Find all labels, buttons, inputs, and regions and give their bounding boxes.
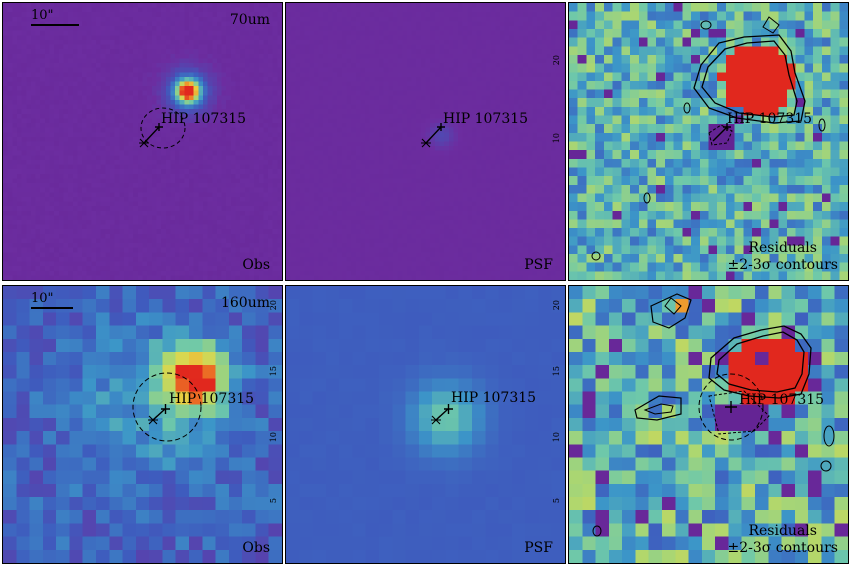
- negative-contour: [708, 124, 733, 146]
- residuals-label-line1: Residuals: [748, 240, 817, 257]
- axis-tick-label: 10: [552, 432, 561, 442]
- residual-contour: [634, 395, 682, 421]
- residuals-label-line2: ±2-3σ contours: [727, 257, 838, 274]
- panel-label-psf: PSF: [524, 540, 553, 556]
- scale-bar-line: [31, 307, 73, 309]
- axis-tick-label: 10: [269, 432, 278, 442]
- star-position-marker: [723, 123, 731, 131]
- image-160um-obs: [3, 286, 282, 563]
- source-position-marker: [148, 415, 158, 425]
- panel-70um-obs: 10" 70um HIP 107315 Obs: [2, 2, 283, 281]
- residual-contour: [643, 192, 651, 204]
- overlay-70um-residuals: [591, 16, 826, 261]
- scale-bar: 10": [31, 291, 73, 309]
- aperture-circle: [698, 373, 764, 441]
- panel-70um-psf: 20 10 HIP 107315 PSF: [285, 2, 566, 281]
- overlay-70um-obs: [139, 107, 186, 149]
- offset-line: [712, 126, 728, 142]
- panel-160um-residuals: HIP 107315 Residuals ±2-3σ contours: [568, 285, 849, 564]
- residual-contour: [700, 20, 712, 30]
- aperture-circle: [140, 107, 186, 149]
- wavelength-label: 160um: [220, 295, 270, 311]
- scale-bar-label: 10": [31, 8, 54, 23]
- star-position-marker: [725, 401, 737, 413]
- axis-tick-label: 10: [552, 133, 561, 143]
- overlay-160um-obs: 20 15 10 5: [132, 300, 278, 503]
- positive-contour-2sigma: [708, 325, 812, 399]
- target-label: HIP 107315: [443, 111, 529, 127]
- overlay-160um-psf: 20 15 10 5: [431, 300, 561, 503]
- residuals-label: Residuals ±2-3σ contours: [727, 240, 838, 274]
- panel-70um-residuals: HIP 107315 Residuals ±2-3σ contours: [568, 2, 849, 281]
- axis-tick-label: 15: [269, 366, 278, 376]
- residual-contour: [591, 251, 601, 261]
- residual-contour: [643, 403, 674, 415]
- image-160um-psf: [286, 286, 565, 563]
- panel-label-obs: Obs: [242, 257, 270, 273]
- positive-contour-3sigma: [701, 40, 798, 118]
- star-position-marker: [437, 123, 445, 131]
- residual-contour: [762, 16, 780, 34]
- target-label: HIP 107315: [451, 390, 537, 406]
- wavelength-label: 70um: [229, 12, 270, 28]
- residual-contour: [650, 293, 692, 329]
- positive-contour-2sigma: [693, 34, 806, 124]
- residuals-label: Residuals ±2-3σ contours: [727, 523, 838, 557]
- image-160um-residuals: [569, 286, 848, 563]
- residuals-label-line2: ±2-3σ contours: [727, 540, 838, 557]
- source-position-marker: [139, 138, 149, 148]
- aperture-circle: [132, 372, 202, 442]
- scale-bar-label: 10": [31, 291, 54, 306]
- scale-bar-line: [31, 24, 79, 26]
- residual-contour: [820, 460, 832, 472]
- negative-contour: [708, 390, 770, 435]
- image-70um-residuals: [569, 3, 848, 280]
- axis-tick-label: 20: [552, 55, 561, 65]
- target-label: HIP 107315: [161, 111, 247, 127]
- axis-tick-label: 15: [552, 366, 561, 376]
- image-70um-psf: [286, 3, 565, 280]
- axis-tick-label: 20: [269, 300, 278, 310]
- star-position-marker: [444, 404, 453, 414]
- star-position-marker: [155, 123, 163, 131]
- target-label: HIP 107315: [739, 392, 825, 408]
- panel-label-psf: PSF: [524, 257, 553, 273]
- panel-160um-psf: 20 15 10 5 HIP 107315 PSF: [285, 285, 566, 564]
- target-label: HIP 107315: [169, 391, 255, 407]
- panel-160um-obs: 20 15 10 5 10" 160um HIP 107315 Obs: [2, 285, 283, 564]
- source-position-marker: [431, 415, 441, 425]
- axis-tick-label: 5: [269, 498, 278, 503]
- panel-label-obs: Obs: [242, 540, 270, 556]
- overlay-70um-psf: 20 10: [421, 55, 561, 148]
- residual-contour: [664, 297, 682, 315]
- positive-contour-3sigma: [716, 331, 805, 393]
- overlay-160um-residuals: [592, 293, 835, 537]
- residual-contour: [683, 102, 691, 114]
- residual-contour: [818, 118, 826, 132]
- source-position-marker: [421, 138, 431, 148]
- axis-tick-label: 20: [552, 300, 561, 310]
- residual-contour: [592, 525, 602, 537]
- target-label: HIP 107315: [727, 111, 813, 127]
- axis-tick-label: 5: [552, 498, 561, 503]
- star-position-marker: [161, 404, 170, 414]
- residuals-label-line1: Residuals: [748, 523, 817, 540]
- residual-contour: [823, 425, 835, 447]
- scale-bar: 10": [31, 8, 79, 26]
